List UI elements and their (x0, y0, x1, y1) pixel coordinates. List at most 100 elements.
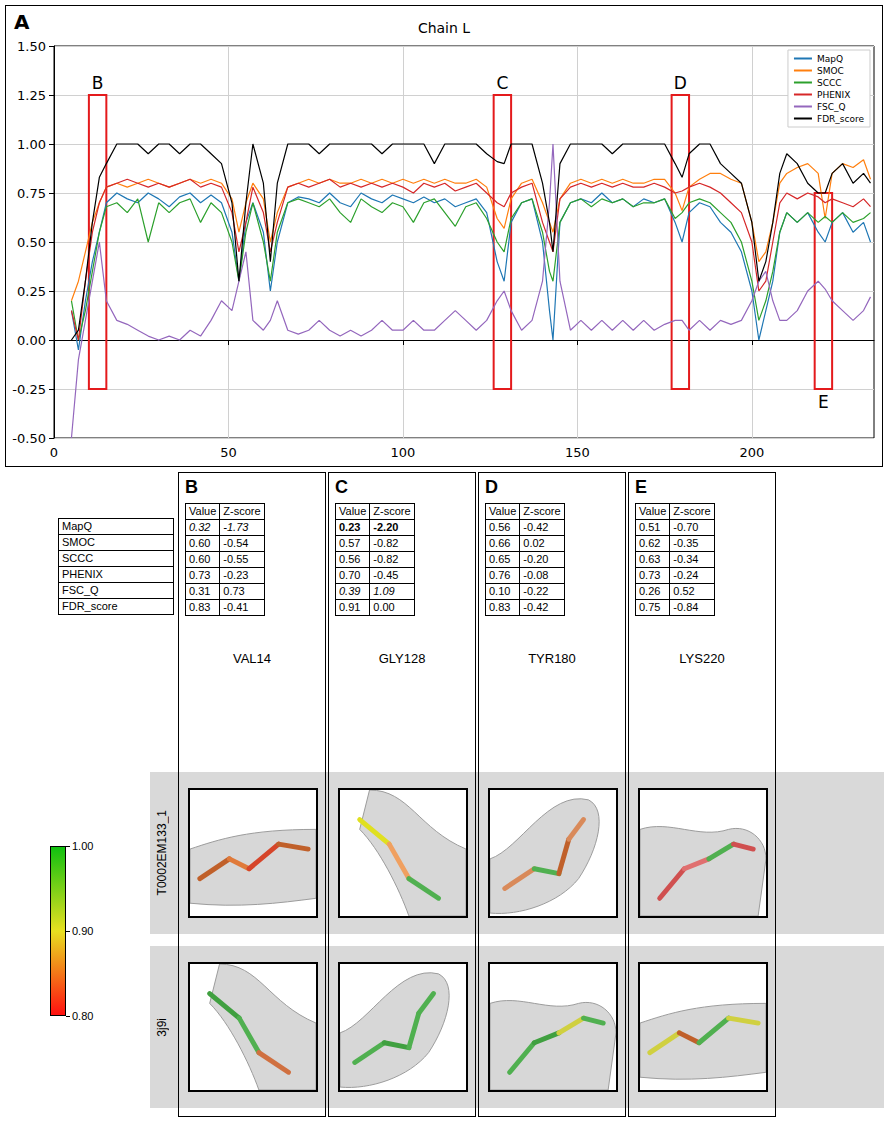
html-text:-0.82: -0.82 (373, 553, 399, 565)
html-text:PHENIX: PHENIX (62, 568, 103, 580)
html-text:-0.42: -0.42 (523, 521, 549, 533)
svg-text:B: B (92, 73, 104, 93)
html-text:0.83: 0.83 (489, 601, 511, 613)
html-text:1.09: 1.09 (373, 585, 395, 597)
html-text:0.70: 0.70 (339, 569, 361, 581)
html-text:FSC_Q: FSC_Q (62, 584, 99, 596)
svg-text:FSC_Q: FSC_Q (817, 102, 846, 112)
html-text:0.51: 0.51 (639, 521, 661, 533)
html-text:0.73: 0.73 (189, 569, 211, 581)
html-text:LYS220: LYS220 (679, 651, 725, 666)
html-text:-0.24: -0.24 (673, 569, 699, 581)
html-text:0.00: 0.00 (373, 601, 395, 613)
html-text:-0.08: -0.08 (523, 569, 549, 581)
html-text:0.73: 0.73 (639, 569, 661, 581)
html-text:-0.34: -0.34 (673, 553, 699, 565)
svg-text:-0.25: -0.25 (12, 382, 46, 397)
svg-text:FDR_score: FDR_score (817, 114, 865, 124)
svg-text:150: 150 (565, 445, 590, 460)
svg-text:C: C (496, 73, 508, 93)
svg-text:1.25: 1.25 (17, 88, 46, 103)
svg-text:E: E (818, 392, 829, 412)
html-text:Z-score: Z-score (223, 505, 261, 517)
html-text:T0002EM133_1: T0002EM133_1 (155, 810, 169, 896)
html-text:Z-score: Z-score (673, 505, 711, 517)
html-text:0.10: 0.10 (489, 585, 511, 597)
html-text:0.65: 0.65 (489, 553, 511, 565)
html-text:0.52: 0.52 (673, 585, 695, 597)
html-text:0.76: 0.76 (489, 569, 511, 581)
svg-text:Chain L: Chain L (418, 20, 470, 36)
html-text:-0.42: -0.42 (523, 601, 549, 613)
svg-text:0.75: 0.75 (17, 186, 46, 201)
html-text:-0.70: -0.70 (673, 521, 699, 533)
html-text:Value: Value (489, 505, 517, 517)
html-text:0.56: 0.56 (339, 553, 361, 565)
html-text:-0.84: -0.84 (673, 601, 699, 613)
svg-text:SMOC: SMOC (817, 66, 844, 76)
svg-text:100: 100 (391, 445, 416, 460)
html-text:B: B (185, 477, 198, 497)
html-text:D: D (485, 477, 498, 497)
html-text:-0.22: -0.22 (523, 585, 549, 597)
html-text:0.60: 0.60 (189, 537, 211, 549)
html-text:C: C (335, 477, 348, 497)
html-text:0.83: 0.83 (189, 601, 211, 613)
html-text:MapQ: MapQ (62, 520, 92, 532)
html-text:0.32: 0.32 (189, 521, 211, 533)
html-text:-0.82: -0.82 (373, 537, 399, 549)
svg-text:1.50: 1.50 (17, 39, 46, 54)
svg-text:0.00: 0.00 (17, 333, 46, 348)
html-text:SMOC: SMOC (62, 536, 95, 548)
html-text:1.00: 1.00 (72, 840, 94, 852)
html-text:-0.35: -0.35 (673, 537, 699, 549)
html-text:-0.20: -0.20 (523, 553, 549, 565)
html-text:0.75: 0.75 (639, 601, 661, 613)
svg-text:200: 200 (739, 445, 764, 460)
html-text:-0.23: -0.23 (223, 569, 249, 581)
html-text:Value: Value (339, 505, 367, 517)
html-text:SCCC: SCCC (62, 552, 94, 564)
svg-text:1.00: 1.00 (17, 137, 46, 152)
html-text:Z-score: Z-score (373, 505, 411, 517)
html-text:0.90: 0.90 (72, 925, 94, 937)
html-text:0.26: 0.26 (639, 585, 661, 597)
html-text:Value: Value (639, 505, 667, 517)
html-text:0.31: 0.31 (189, 585, 211, 597)
svg-text:-0.50: -0.50 (12, 431, 46, 446)
svg-text:50: 50 (220, 445, 237, 460)
svg-text:0.50: 0.50 (17, 235, 46, 250)
html-text:-2.20: -2.20 (373, 521, 399, 533)
svg-text:SCCC: SCCC (817, 78, 842, 88)
html-text:FDR_score: FDR_score (62, 600, 118, 612)
html-text:0.66: 0.66 (489, 537, 511, 549)
svg-text:0: 0 (50, 445, 58, 460)
html-text:0.62: 0.62 (639, 537, 661, 549)
html-text:Value: Value (189, 505, 217, 517)
html-text:0.73: 0.73 (223, 585, 245, 597)
html-text:0.60: 0.60 (189, 553, 211, 565)
html-text:GLY128: GLY128 (378, 651, 426, 666)
html-text:0.39: 0.39 (339, 585, 361, 597)
html-text:0.63: 0.63 (639, 553, 661, 565)
svg-text:0.25: 0.25 (17, 284, 46, 299)
html-text:-0.41: -0.41 (223, 601, 249, 613)
html-text:0.57: 0.57 (339, 537, 361, 549)
svg-text:PHENIX: PHENIX (817, 90, 850, 100)
html-text:0.23: 0.23 (339, 521, 361, 533)
html-text:TYR180: TYR180 (528, 651, 576, 666)
html-text:-1.73: -1.73 (223, 521, 249, 533)
html-text:0.56: 0.56 (489, 521, 511, 533)
svg-text:MapQ: MapQ (817, 54, 843, 64)
html-text:0.91: 0.91 (339, 601, 361, 613)
html-text:Z-score: Z-score (523, 505, 561, 517)
html-text:E: E (635, 477, 647, 497)
html-text:A: A (14, 10, 30, 34)
svg-text:D: D (674, 73, 687, 93)
html-text:0.02: 0.02 (523, 537, 545, 549)
html-text:-0.54: -0.54 (223, 537, 249, 549)
html-text:VAL14: VAL14 (233, 651, 271, 666)
html-text:3j9i: 3j9i (155, 1017, 169, 1037)
html-text:-0.45: -0.45 (373, 569, 399, 581)
html-text:-0.55: -0.55 (223, 553, 249, 565)
